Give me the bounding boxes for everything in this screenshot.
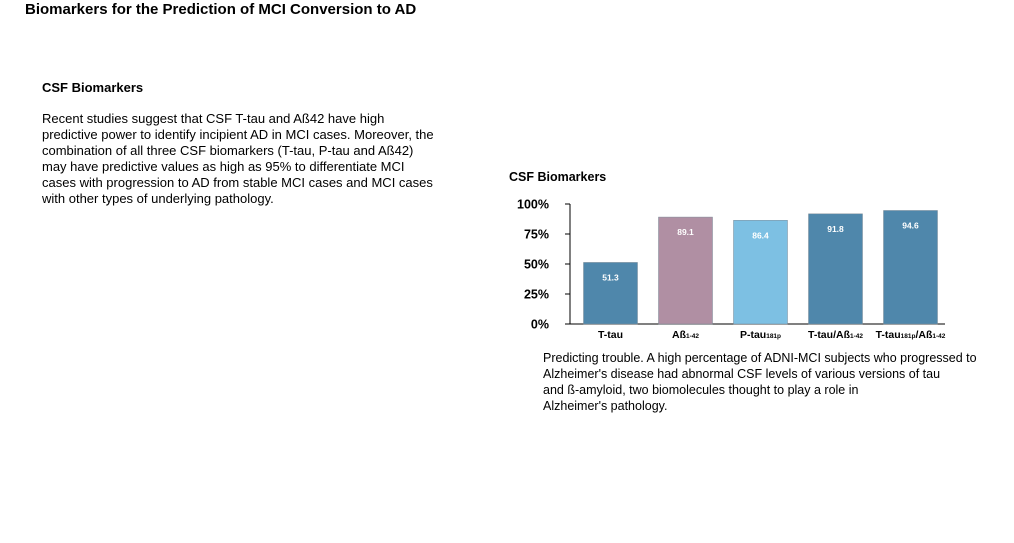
x-tick-text: Aß bbox=[672, 329, 687, 341]
x-tick-label: T-tau181p/Aß1-42 bbox=[876, 329, 946, 341]
x-tick-label: T-tau/Aß1-42 bbox=[808, 329, 863, 341]
page-title: Biomarkers for the Prediction of MCI Con… bbox=[25, 1, 417, 18]
x-tick-subscript: 181p bbox=[901, 333, 916, 340]
x-tick-subscript: 1-42 bbox=[932, 333, 945, 340]
x-tick-label: P-tau181p bbox=[740, 329, 781, 341]
x-tick-text: P-tau bbox=[740, 329, 766, 341]
x-tick-text: T-tau bbox=[598, 329, 623, 341]
x-tick-text: T-tau bbox=[876, 329, 901, 341]
y-tick-label: 0% bbox=[531, 318, 549, 332]
y-tick-label: 100% bbox=[517, 198, 549, 212]
x-tick-subscript: 1-42 bbox=[686, 333, 699, 340]
x-tick-subscript: 1-42 bbox=[850, 333, 863, 340]
y-tick-label: 50% bbox=[524, 258, 549, 272]
bar bbox=[733, 220, 788, 325]
data-label: 89.1 bbox=[677, 227, 694, 237]
chart-title: CSF Biomarkers bbox=[509, 170, 607, 184]
csf-biomarkers-bar-chart: 0%25%50%75%100%51.3T-tau89.1Aß1-4286.4P-… bbox=[517, 198, 946, 342]
data-label: 86.4 bbox=[752, 230, 769, 240]
y-tick-label: 25% bbox=[524, 288, 549, 302]
x-tick-text: T-tau/Aß bbox=[808, 329, 851, 341]
section-body-text: Recent studies suggest that CSF T-tau an… bbox=[42, 111, 434, 206]
data-label: 94.6 bbox=[902, 220, 919, 230]
data-label: 91.8 bbox=[827, 224, 844, 234]
data-label: 51.3 bbox=[602, 272, 619, 282]
y-tick-label: 75% bbox=[524, 228, 549, 242]
chart-caption: Predicting trouble. A high percentage of… bbox=[543, 351, 977, 413]
x-tick-text: /Aß bbox=[915, 329, 933, 341]
x-tick-label: T-tau bbox=[598, 329, 623, 341]
bar bbox=[883, 210, 938, 325]
bar bbox=[658, 216, 713, 325]
x-tick-subscript: 181p bbox=[766, 333, 781, 340]
bar bbox=[808, 213, 863, 325]
bar bbox=[583, 262, 638, 325]
section-heading: CSF Biomarkers bbox=[42, 80, 144, 95]
x-tick-label: Aß1-42 bbox=[672, 329, 699, 341]
